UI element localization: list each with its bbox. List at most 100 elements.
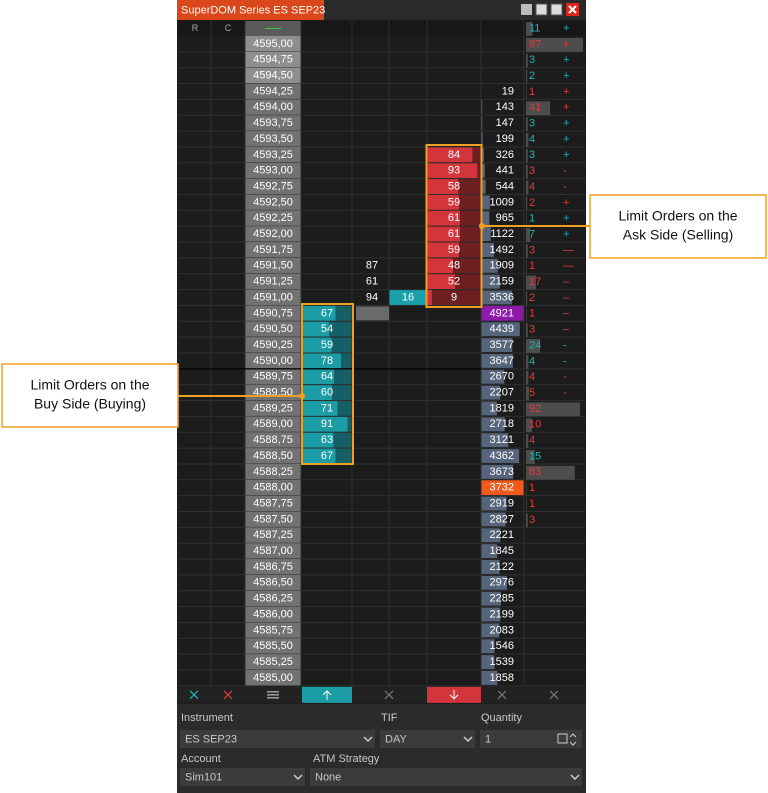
trade-bar	[526, 196, 528, 211]
trade-bar	[526, 180, 529, 195]
buy-bar	[302, 432, 334, 448]
spin-icon[interactable]	[569, 733, 577, 746]
price-cell[interactable]	[245, 178, 301, 195]
window-button[interactable]	[521, 4, 532, 15]
price-cell[interactable]	[245, 51, 301, 68]
price-cell[interactable]	[245, 257, 301, 274]
volume-bar	[481, 100, 483, 115]
ask-order: 61	[448, 228, 460, 240]
price-cell[interactable]	[245, 574, 301, 591]
select-box[interactable]	[310, 768, 582, 786]
maximize-button[interactable]	[550, 3, 563, 16]
chevron	[463, 736, 473, 743]
price-cell[interactable]	[245, 83, 301, 100]
price: 4594,50	[253, 70, 293, 82]
price-cell[interactable]	[245, 638, 301, 655]
trade-bar	[526, 69, 528, 84]
bid-size: 94	[366, 291, 378, 303]
cancel-icon[interactable]	[497, 690, 507, 700]
price-cell[interactable]	[245, 511, 301, 528]
form-label: Instrument	[181, 712, 233, 724]
cancel-icon[interactable]	[549, 690, 559, 700]
volume-bar	[481, 179, 486, 194]
price-cell[interactable]	[245, 210, 301, 227]
price: 4594,00	[253, 101, 293, 113]
volume: 2221	[490, 529, 514, 541]
price-cell[interactable]	[245, 590, 301, 607]
price: 4591,75	[253, 244, 293, 256]
price-cell[interactable]	[245, 36, 301, 52]
trade-sign: +	[563, 149, 569, 161]
trade-count: 5	[529, 387, 535, 399]
price-cell[interactable]	[245, 543, 301, 560]
price: 4589,25	[253, 402, 293, 414]
volume-bar	[481, 211, 490, 226]
ask-cell[interactable]	[427, 290, 481, 305]
volume-bar	[481, 655, 495, 669]
price-cell[interactable]	[245, 273, 301, 290]
cancel-icon[interactable]	[223, 690, 233, 700]
price-cell[interactable]	[245, 115, 301, 132]
price: 4592,25	[253, 212, 293, 224]
price-cell[interactable]	[245, 337, 301, 353]
price-cell[interactable]	[245, 321, 301, 338]
volume: 147	[496, 117, 514, 129]
trade-count: 10	[529, 419, 541, 431]
select-box[interactable]	[380, 730, 475, 748]
price-cell[interactable]	[245, 432, 301, 449]
price-cell[interactable]	[245, 162, 301, 179]
price-cell[interactable]	[245, 495, 301, 512]
price-cell[interactable]	[245, 654, 301, 670]
center-icon[interactable]	[267, 691, 279, 699]
trade-bar	[526, 101, 551, 116]
price-cell[interactable]	[245, 131, 301, 147]
buy-order: 59	[321, 339, 333, 351]
trade-sign: +	[563, 133, 569, 145]
price-cell[interactable]	[245, 99, 301, 116]
volume-bar	[481, 258, 498, 273]
price-cell[interactable]	[245, 448, 301, 464]
ask-bar	[427, 210, 460, 226]
price-cell[interactable]	[245, 400, 301, 417]
volume: 1845	[490, 545, 514, 557]
minimize-button[interactable]	[535, 3, 548, 16]
cancel-icon[interactable]	[189, 690, 199, 700]
buy-order: 67	[321, 307, 333, 319]
select-box[interactable]	[180, 730, 375, 748]
buy-bar	[302, 305, 336, 321]
ask-order: 9	[451, 291, 457, 303]
price-cell[interactable]	[245, 479, 301, 496]
quantity-box[interactable]	[480, 730, 582, 748]
price-cell[interactable]	[245, 226, 301, 243]
price-cell[interactable]	[245, 242, 301, 258]
price-cell[interactable]	[245, 194, 301, 211]
volume-bar	[481, 560, 500, 574]
price-cell[interactable]	[245, 527, 301, 544]
price-cell[interactable]	[245, 368, 301, 385]
select-box[interactable]	[180, 768, 305, 786]
price-cell[interactable]	[245, 606, 301, 623]
up-icon[interactable]	[322, 690, 332, 700]
price-cell[interactable]	[245, 463, 301, 480]
price-cell[interactable]	[245, 622, 301, 639]
price-cell[interactable]	[245, 559, 301, 575]
price-cell[interactable]	[245, 305, 301, 322]
down-icon[interactable]	[449, 689, 459, 700]
price: 4586,75	[253, 561, 293, 573]
trade-bar	[526, 85, 527, 100]
price-cell[interactable]	[245, 670, 301, 686]
price-cell[interactable]	[245, 353, 301, 369]
volume: 199	[496, 133, 514, 145]
price-cell[interactable]	[245, 146, 301, 163]
volume: 1539	[490, 656, 514, 668]
toolbar	[177, 686, 586, 703]
calc-icon[interactable]	[557, 733, 568, 744]
title-tab[interactable]	[177, 0, 324, 20]
ask-order: 59	[448, 196, 460, 208]
price-cell[interactable]	[245, 416, 301, 433]
price-cell[interactable]	[245, 67, 301, 84]
trade-count: 17	[529, 276, 541, 288]
price-cell[interactable]	[245, 289, 301, 306]
cancel-icon[interactable]	[384, 690, 394, 700]
